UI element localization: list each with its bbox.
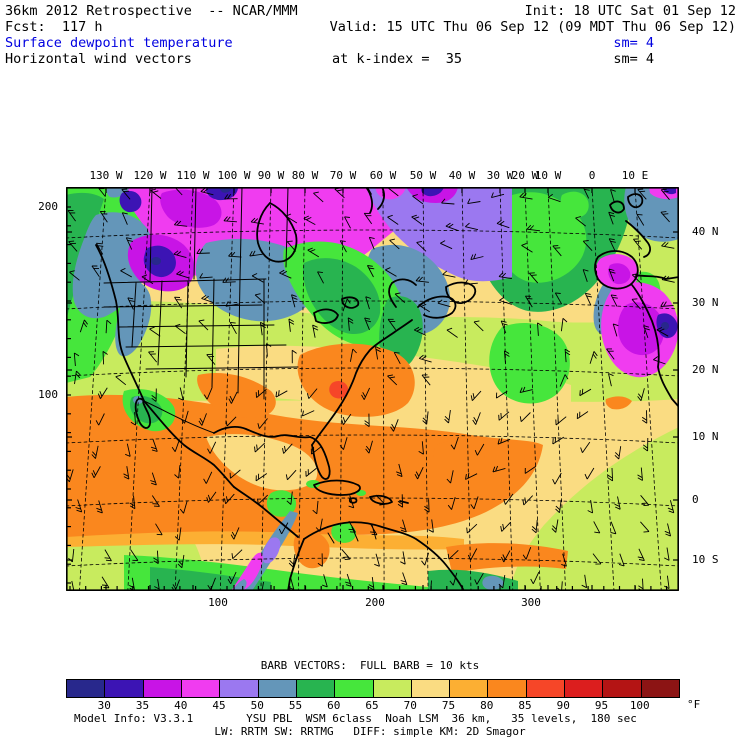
- top-axis-label: 50 W: [409, 169, 437, 182]
- colorbar-tick-label: 30: [97, 699, 111, 712]
- right-axis-label: 0: [692, 493, 699, 506]
- top-axis-label: 20 W: [511, 169, 539, 182]
- map-panel: [66, 187, 679, 591]
- colorbar-tick-label: 40: [174, 699, 188, 712]
- top-axis-label: 80 W: [291, 169, 319, 182]
- colorbar-segment: [411, 680, 451, 697]
- top-axis-label: 10 E: [621, 169, 649, 182]
- model-info-line2: LW: RRTM SW: RRTMG DIFF: simple KM: 2D S…: [214, 725, 526, 738]
- top-axis-label: 100 W: [217, 169, 251, 182]
- colorbar-tick-label: 100: [629, 699, 650, 712]
- colorbar-tick-label: 50: [250, 699, 264, 712]
- forecast-hour: Fcst: 117 h: [5, 19, 103, 35]
- top-axis-label: 70 W: [329, 169, 357, 182]
- colorbar-segment: [258, 680, 297, 697]
- colorbar-segment: [143, 680, 182, 697]
- field-smooth: sm= 4: [613, 35, 654, 51]
- colorbar-tick-label: 55: [288, 699, 303, 712]
- barb-caption: BARB VECTORS: FULL BARB = 10 kts: [260, 659, 480, 672]
- colorbar-segment: [488, 680, 527, 697]
- colorbar-tick-label: 35: [135, 699, 150, 712]
- top-axis-label: 30 W: [486, 169, 514, 182]
- right-axis-label: 10 N: [692, 430, 719, 443]
- colorbar-tick-label: 70: [403, 699, 417, 712]
- bottom-axis-label: 100: [208, 596, 228, 609]
- colorbar-segment: [373, 680, 412, 697]
- bottom-axis-label: 200: [365, 596, 385, 609]
- colorbar-tick-label: 90: [556, 699, 570, 712]
- overlay-smooth: sm= 4: [613, 51, 654, 67]
- top-axis-label: 40 W: [448, 169, 476, 182]
- colorbar-tick-label: 95: [594, 699, 609, 712]
- model-info-line1: Model Info: V3.3.1 YSU PBL WSM 6class No…: [74, 712, 637, 725]
- colorbar-segment: [641, 680, 679, 697]
- top-axis-label: 0: [588, 169, 596, 182]
- wind-barbs: [66, 187, 675, 591]
- colorbar-segment: [220, 680, 259, 697]
- colorbar-segment: [603, 680, 642, 697]
- colorbar-tick-label: 80: [480, 699, 494, 712]
- colorbar-segment: [105, 680, 144, 697]
- field-title: Surface dewpoint temperature: [5, 35, 233, 51]
- bottom-axis-label: 300: [521, 596, 541, 609]
- colorbar-segment: [450, 680, 489, 697]
- top-axis-label: 90 W: [257, 169, 285, 182]
- right-axis-label: 10 S: [692, 553, 719, 566]
- top-axis-label: 60 W: [369, 169, 397, 182]
- top-axis-label: 120 W: [133, 169, 167, 182]
- title-experiment: 36km 2012 Retrospective -- NCAR/MMM: [5, 3, 298, 19]
- colorbar-tick-label: 75: [441, 699, 456, 712]
- k-index-label: at k-index = 35: [332, 51, 463, 67]
- colorbar-segment: [181, 680, 221, 697]
- right-axis-label: 40 N: [692, 225, 719, 238]
- colorbar-segment: [335, 680, 374, 697]
- right-axis-label: 20 N: [692, 363, 719, 376]
- colorbar-tick-label: 85: [518, 699, 532, 712]
- top-axis-label: 110 W: [176, 169, 210, 182]
- colorbar: [66, 679, 680, 698]
- colorbar-segment: [565, 680, 604, 697]
- left-axis-label: 100: [38, 388, 58, 401]
- top-axis-label: 130 W: [89, 169, 123, 182]
- colorbar-tick-label: 45: [212, 699, 226, 712]
- valid-time: Valid: 15 UTC Thu 06 Sep 12 (09 MDT Thu …: [329, 19, 736, 35]
- init-time: Init: 18 UTC Sat 01 Sep 12: [524, 3, 736, 19]
- dewpoint-map: [66, 187, 679, 591]
- colorbar-unit: °F: [687, 698, 701, 711]
- colorbar-segment: [296, 680, 336, 697]
- left-axis-label: 200: [38, 200, 58, 213]
- colorbar-segment: [526, 680, 566, 697]
- colorbar-tick-label: 65: [365, 699, 379, 712]
- colorbar-segment: [67, 680, 106, 697]
- colorbar-tick-label: 60: [327, 699, 341, 712]
- top-axis-label: 10 W: [534, 169, 562, 182]
- right-axis-label: 30 N: [692, 296, 719, 309]
- overlay-title: Horizontal wind vectors: [5, 51, 192, 67]
